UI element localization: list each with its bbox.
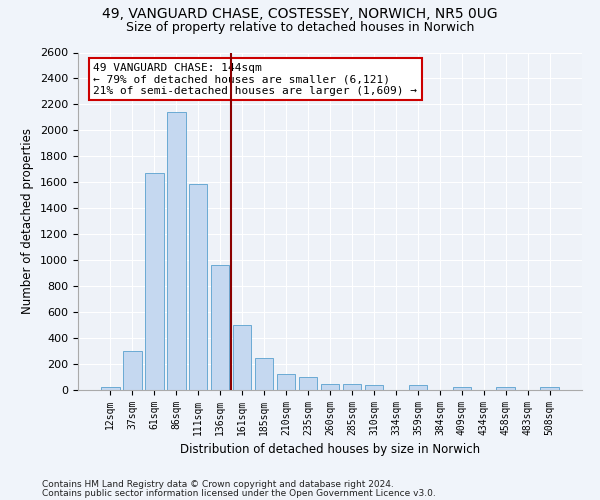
Bar — [211, 266, 229, 390]
Bar — [320, 384, 340, 390]
Bar — [541, 387, 559, 390]
Text: Contains HM Land Registry data © Crown copyright and database right 2024.: Contains HM Land Registry data © Crown c… — [42, 480, 394, 489]
Bar — [145, 173, 164, 390]
Bar — [255, 358, 274, 390]
Bar — [343, 384, 361, 390]
Text: 49, VANGUARD CHASE, COSTESSEY, NORWICH, NR5 0UG: 49, VANGUARD CHASE, COSTESSEY, NORWICH, … — [102, 8, 498, 22]
Y-axis label: Number of detached properties: Number of detached properties — [22, 128, 34, 314]
Bar — [189, 184, 208, 390]
Bar — [233, 325, 251, 390]
Bar — [299, 377, 317, 390]
Bar — [365, 386, 383, 390]
Bar — [167, 112, 185, 390]
Bar — [496, 388, 515, 390]
Text: Contains public sector information licensed under the Open Government Licence v3: Contains public sector information licen… — [42, 490, 436, 498]
X-axis label: Distribution of detached houses by size in Norwich: Distribution of detached houses by size … — [180, 444, 480, 456]
Bar — [277, 374, 295, 390]
Text: 49 VANGUARD CHASE: 144sqm
← 79% of detached houses are smaller (6,121)
21% of se: 49 VANGUARD CHASE: 144sqm ← 79% of detac… — [93, 62, 417, 96]
Bar — [409, 386, 427, 390]
Bar — [101, 387, 119, 390]
Text: Size of property relative to detached houses in Norwich: Size of property relative to detached ho… — [126, 21, 474, 34]
Bar — [123, 351, 142, 390]
Bar — [452, 388, 471, 390]
